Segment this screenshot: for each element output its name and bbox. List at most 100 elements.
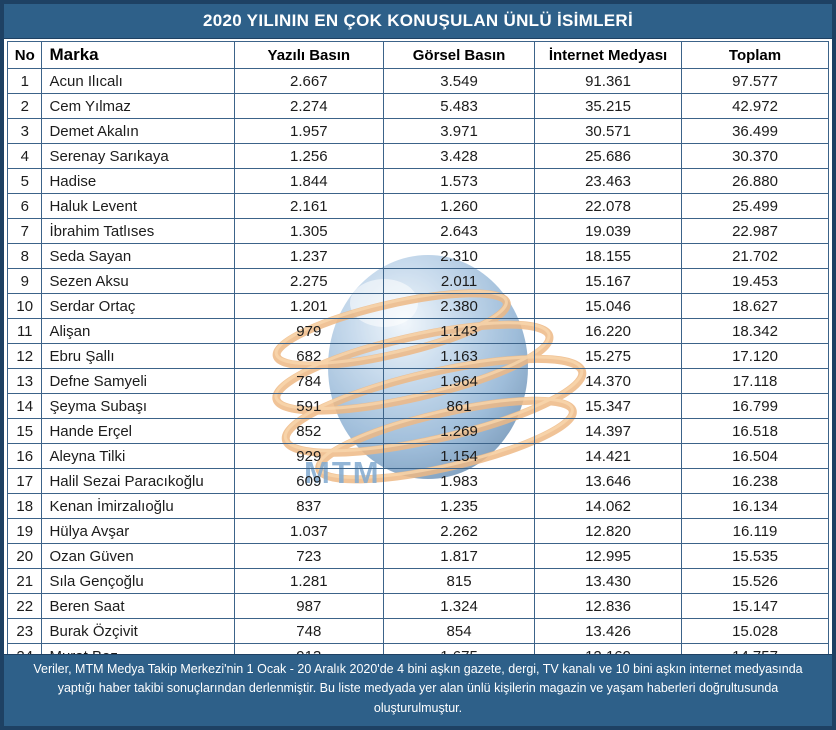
cell-yazili-basin: 987 [233, 593, 385, 619]
cell-marka: Alişan [41, 318, 235, 344]
cell-marka: Murat Boz [41, 643, 235, 654]
cell-internet-medyasi: 12.820 [534, 518, 683, 544]
cell-marka: Haluk Levent [41, 193, 235, 219]
cell-gorsel-basin: 1.235 [382, 493, 536, 519]
cell-internet-medyasi: 15.347 [534, 393, 683, 419]
cell-gorsel-basin: 1.675 [382, 643, 536, 654]
table-row: 1 Acun Ilıcalı 2.667 3.549 91.361 97.577 [6, 68, 829, 94]
cell-gorsel-basin: 5.483 [382, 93, 536, 119]
cell-gorsel-basin: 1.983 [382, 468, 536, 494]
cell-toplam: 30.370 [681, 143, 829, 169]
cell-gorsel-basin: 1.817 [382, 543, 536, 569]
cell-marka: Cem Yılmaz [41, 93, 235, 119]
cell-no: 21 [6, 568, 43, 594]
cell-no: 22 [6, 593, 43, 619]
cell-gorsel-basin: 1.154 [382, 443, 536, 469]
table-row: 23 Burak Özçivit 748 854 13.426 15.028 [6, 618, 829, 644]
table-row: 5 Hadise 1.844 1.573 23.463 26.880 [6, 168, 829, 194]
cell-no: 19 [6, 518, 43, 544]
cell-toplam: 25.499 [681, 193, 829, 219]
table-row: 19 Hülya Avşar 1.037 2.262 12.820 16.119 [6, 518, 829, 544]
cell-gorsel-basin: 3.549 [382, 68, 536, 94]
cell-no: 13 [6, 368, 43, 394]
cell-gorsel-basin: 2.380 [382, 293, 536, 319]
cell-marka: Defne Samyeli [41, 368, 235, 394]
column-header-gorsel-basin: Görsel Basın [382, 41, 536, 69]
cell-toplam: 16.799 [681, 393, 829, 419]
cell-toplam: 16.518 [681, 418, 829, 444]
cell-yazili-basin: 1.305 [233, 218, 385, 244]
cell-gorsel-basin: 1.573 [382, 168, 536, 194]
table-row: 3 Demet Akalın 1.957 3.971 30.571 36.499 [6, 118, 829, 144]
cell-yazili-basin: 1.844 [233, 168, 385, 194]
cell-internet-medyasi: 13.430 [534, 568, 683, 594]
cell-no: 24 [6, 643, 43, 654]
table-row: 6 Haluk Levent 2.161 1.260 22.078 25.499 [6, 193, 829, 219]
cell-internet-medyasi: 14.370 [534, 368, 683, 394]
cell-yazili-basin: 837 [233, 493, 385, 519]
cell-internet-medyasi: 15.275 [534, 343, 683, 369]
cell-marka: İbrahim Tatlıses [41, 218, 235, 244]
cell-marka: Aleyna Tilki [41, 443, 235, 469]
table-row: 15 Hande Erçel 852 1.269 14.397 16.518 [6, 418, 829, 444]
cell-no: 8 [6, 243, 43, 269]
cell-no: 9 [6, 268, 43, 294]
cell-marka: Ebru Şallı [41, 343, 235, 369]
cell-toplam: 17.118 [681, 368, 829, 394]
cell-marka: Seda Sayan [41, 243, 235, 269]
cell-internet-medyasi: 18.155 [534, 243, 683, 269]
cell-yazili-basin: 1.256 [233, 143, 385, 169]
cell-marka: Şeyma Subaşı [41, 393, 235, 419]
cell-no: 7 [6, 218, 43, 244]
cell-gorsel-basin: 1.269 [382, 418, 536, 444]
cell-toplam: 15.535 [681, 543, 829, 569]
cell-toplam: 97.577 [681, 68, 829, 94]
cell-toplam: 17.120 [681, 343, 829, 369]
cell-marka: Acun Ilıcalı [41, 68, 235, 94]
cell-internet-medyasi: 19.039 [534, 218, 683, 244]
cell-no: 6 [6, 193, 43, 219]
cell-internet-medyasi: 22.078 [534, 193, 683, 219]
cell-yazili-basin: 609 [233, 468, 385, 494]
cell-gorsel-basin: 1.163 [382, 343, 536, 369]
cell-gorsel-basin: 1.260 [382, 193, 536, 219]
cell-yazili-basin: 748 [233, 618, 385, 644]
cell-no: 2 [6, 93, 43, 119]
cell-no: 14 [6, 393, 43, 419]
cell-yazili-basin: 1.037 [233, 518, 385, 544]
cell-yazili-basin: 2.161 [233, 193, 385, 219]
cell-internet-medyasi: 15.167 [534, 268, 683, 294]
column-header-internet-medyasi: İnternet Medyası [534, 41, 683, 69]
cell-internet-medyasi: 12.836 [534, 593, 683, 619]
cell-internet-medyasi: 23.463 [534, 168, 683, 194]
table-row: 17 Halil Sezai Paracıkoğlu 609 1.983 13.646 1… [6, 468, 829, 494]
table-row: 10 Serdar Ortaç 1.201 2.380 15.046 18.627 [6, 293, 829, 319]
cell-marka: Sezen Aksu [41, 268, 235, 294]
cell-marka: Beren Saat [41, 593, 235, 619]
table-row: 13 Defne Samyeli 784 1.964 14.370 17.118 [6, 368, 829, 394]
cell-marka: Hadise [41, 168, 235, 194]
cell-yazili-basin: 2.667 [233, 68, 385, 94]
table-row: 12 Ebru Şallı 682 1.163 15.275 17.120 [6, 343, 829, 369]
cell-internet-medyasi: 12.169 [534, 643, 683, 654]
cell-no: 16 [6, 443, 43, 469]
cell-internet-medyasi: 12.995 [534, 543, 683, 569]
table-row: 8 Seda Sayan 1.237 2.310 18.155 21.702 [6, 243, 829, 269]
cell-gorsel-basin: 1.143 [382, 318, 536, 344]
cell-internet-medyasi: 13.426 [534, 618, 683, 644]
cell-gorsel-basin: 2.643 [382, 218, 536, 244]
cell-internet-medyasi: 13.646 [534, 468, 683, 494]
table-row: 2 Cem Yılmaz 2.274 5.483 35.215 42.972 [6, 93, 829, 119]
page-title: 2020 YILININ EN ÇOK KONUŞULAN ÜNLÜ İSİML… [4, 4, 832, 39]
cell-gorsel-basin: 2.310 [382, 243, 536, 269]
cell-internet-medyasi: 14.397 [534, 418, 683, 444]
cell-yazili-basin: 979 [233, 318, 385, 344]
cell-toplam: 42.972 [681, 93, 829, 119]
cell-no: 20 [6, 543, 43, 569]
cell-internet-medyasi: 16.220 [534, 318, 683, 344]
column-header-marka: Marka [41, 41, 235, 69]
cell-internet-medyasi: 35.215 [534, 93, 683, 119]
cell-gorsel-basin: 2.262 [382, 518, 536, 544]
table-row: 11 Alişan 979 1.143 16.220 18.342 [6, 318, 829, 344]
celebrity-mentions-table: No Marka Yazılı Basın Görsel Basın İnternet … [6, 41, 829, 654]
